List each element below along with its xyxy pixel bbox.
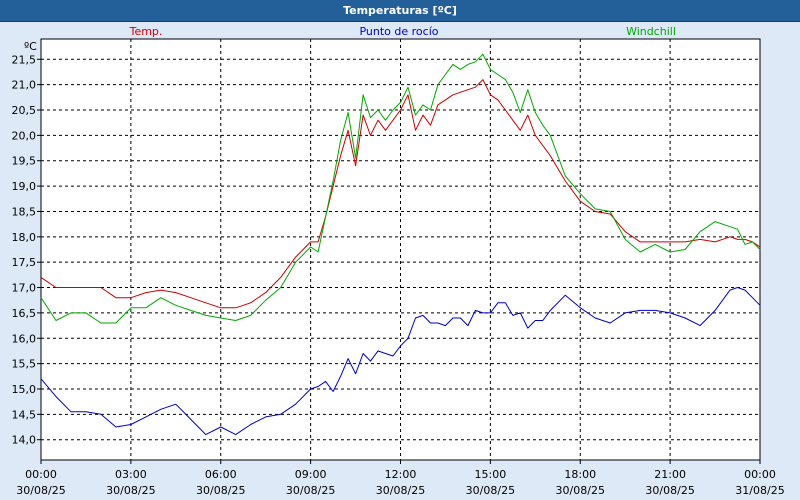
x-tick-date: 30/08/25: [376, 484, 425, 497]
x-tick-date: 30/08/25: [286, 484, 335, 497]
legend-dew-point: Punto de rocío: [359, 25, 438, 38]
x-tick-time: 00:00: [744, 468, 776, 481]
y-tick-label: 21,5: [12, 53, 37, 66]
grid-lines: [41, 39, 760, 460]
y-tick-label: 20,0: [12, 129, 37, 142]
x-tick-time: 00:00: [25, 468, 57, 481]
x-tick-date: 30/08/25: [16, 484, 65, 497]
y-tick-label: 17,0: [12, 282, 37, 295]
x-tick-time: 06:00: [205, 468, 237, 481]
x-tick-date: 30/08/25: [106, 484, 155, 497]
y-tick-label: 19,5: [12, 155, 37, 168]
y-tick-label: 18,0: [12, 231, 37, 244]
legend: Temp. Punto de rocío Windchill: [129, 25, 676, 38]
y-tick-label: 17,5: [12, 256, 37, 269]
series-lines: [40, 53, 761, 436]
y-tick-label: 14,5: [12, 408, 37, 421]
x-tick-time: 15:00: [475, 468, 507, 481]
y-axis-unit: ºC: [24, 40, 37, 53]
dew-point-line: [40, 287, 761, 436]
y-tick-label: 16,5: [12, 307, 37, 320]
y-tick-label: 16,0: [12, 332, 37, 345]
x-tick-time: 03:00: [115, 468, 147, 481]
y-tick-label: 18,5: [12, 205, 37, 218]
x-tick-date: 30/08/25: [196, 484, 245, 497]
windchill-line: [40, 53, 761, 324]
y-tick-label: 15,5: [12, 358, 37, 371]
legend-temp: Temp.: [129, 25, 163, 38]
x-tick-time: 21:00: [654, 468, 686, 481]
temp-line: [40, 79, 761, 309]
x-tick-time: 12:00: [385, 468, 417, 481]
x-axis: 00:00 30/08/25 03:00 30/08/25 06:00 30/08/25 0…: [16, 460, 785, 497]
x-tick-date: 30/08/25: [645, 484, 694, 497]
x-tick-time: 09:00: [295, 468, 327, 481]
window-title: Temperaturas [ºC]: [0, 0, 800, 22]
x-tick-date: 31/08/25: [735, 484, 784, 497]
y-axis: 14,0 14,5 15,0 15,5 16,0 16,5 17,0 17,5 18,0 18,5…: [12, 53, 41, 447]
x-tick-date: 30/08/25: [556, 484, 605, 497]
y-tick-label: 19,0: [12, 180, 37, 193]
y-tick-label: 14,0: [12, 434, 37, 447]
y-tick-label: 15,0: [12, 383, 37, 396]
legend-windchill: Windchill: [626, 25, 676, 38]
y-tick-label: 20,5: [12, 104, 37, 117]
y-tick-label: 21,0: [12, 79, 37, 92]
x-tick-date: 30/08/25: [466, 484, 515, 497]
x-tick-time: 18:00: [564, 468, 596, 481]
